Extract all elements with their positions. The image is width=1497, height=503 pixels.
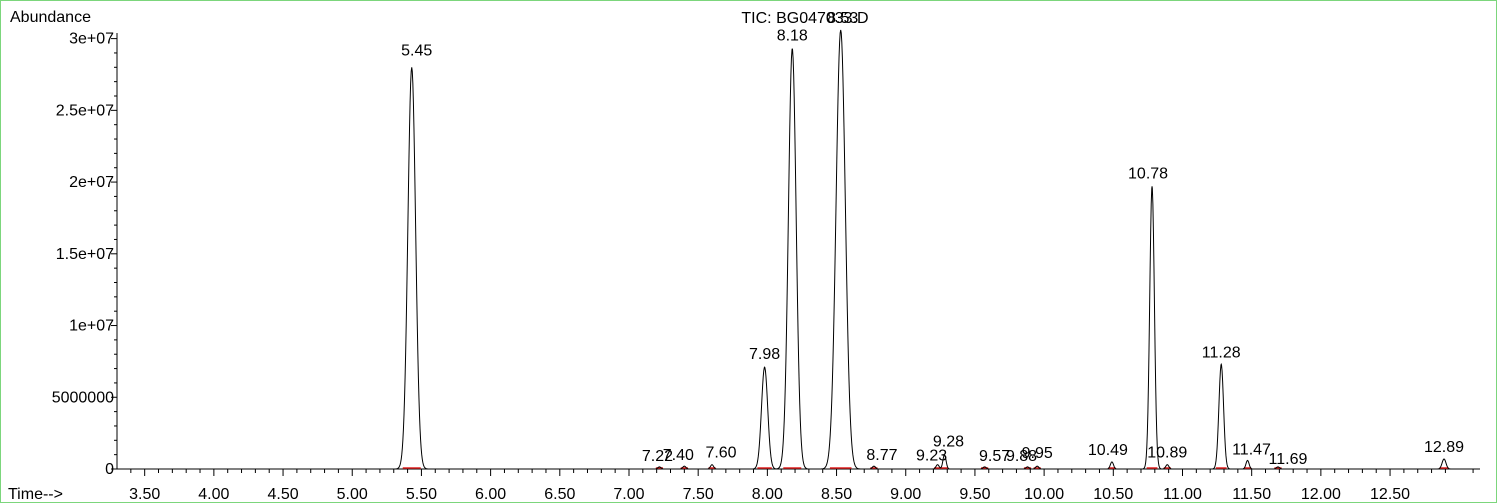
y-tick-label: 1.5e+07 [56,246,114,263]
peak-label: 8.53 [827,10,858,27]
y-tick-label: 0 [105,461,114,478]
x-tick-label: 9.50 [959,486,990,503]
peak-label: 7.98 [749,346,780,363]
x-tick-label: 8.00 [752,486,783,503]
x-tick-label: 7.00 [613,486,644,503]
peak-label: 11.47 [1232,441,1271,458]
tic-trace-line [121,29,1478,470]
y-tick-label: 5000000 [52,389,114,406]
peak-label: 7.60 [705,445,736,462]
x-tick-label: 3.50 [129,486,160,503]
peak-labels: 5.45 7.227.40 7.60 7.98 8.18 8.53 8.77 9.239.28… [401,10,1464,468]
y-tick-label: 3e+07 [69,31,114,48]
x-tick-label: 4.00 [198,486,229,503]
x-tick-label: 4.50 [267,486,298,503]
peak-label: 12.89 [1424,439,1464,456]
x-tick-label: 9.00 [890,486,921,503]
x-tick-label: 11.00 [1163,486,1202,503]
peak-label: 9.88 [1006,448,1037,465]
peak-label: 10.89 [1147,445,1187,462]
peak-label: 10.78 [1128,165,1168,182]
peak-label: 5.45 [401,42,432,59]
peak-label: 11.69 [1269,451,1308,468]
x-tick-label: 11.50 [1232,486,1271,503]
peak-label: 9.23 [916,448,947,465]
peak-label: 7.40 [663,447,694,464]
x-tick-label: 6.50 [544,486,575,503]
x-axis-label: Time--> [8,486,63,503]
x-tick-label: 6.00 [475,486,506,503]
x-tick-label: 12.50 [1370,486,1410,503]
y-axis-ticks: 0 5000000 1e+07 1.5e+07 2e+07 2.5e+07 3e+07 [52,31,117,478]
peak-label: 8.77 [866,447,897,464]
x-tick-label: 10.00 [1024,486,1064,503]
x-tick-label: 5.00 [337,486,368,503]
x-tick-label: 8.50 [821,486,852,503]
axes [116,33,1480,470]
x-tick-label: 10.50 [1093,486,1133,503]
x-tick-label: 7.50 [683,486,714,503]
x-axis-ticks: 3.50 4.00 4.50 5.00 5.50 6.00 6.50 7.00 7.50 8.00… [129,469,1474,503]
x-tick-label: 12.00 [1301,486,1341,503]
peak-label: 10.49 [1088,442,1128,459]
y-tick-label: 2.5e+07 [56,102,114,119]
peak-label: 9.57 [979,448,1010,465]
y-axis-label: Abundance [10,9,91,26]
chart-title: TIC: BG047033.D [741,10,868,27]
peak-label: 11.28 [1202,344,1241,361]
peak-label: 7.22 [642,448,673,465]
peak-label: 9.28 [933,434,964,451]
peak-label: 8.18 [777,28,808,45]
y-tick-label: 2e+07 [69,174,114,191]
y-tick-label: 1e+07 [69,318,114,335]
peak-label: 9.95 [1022,445,1053,462]
x-tick-label: 5.50 [406,486,437,503]
